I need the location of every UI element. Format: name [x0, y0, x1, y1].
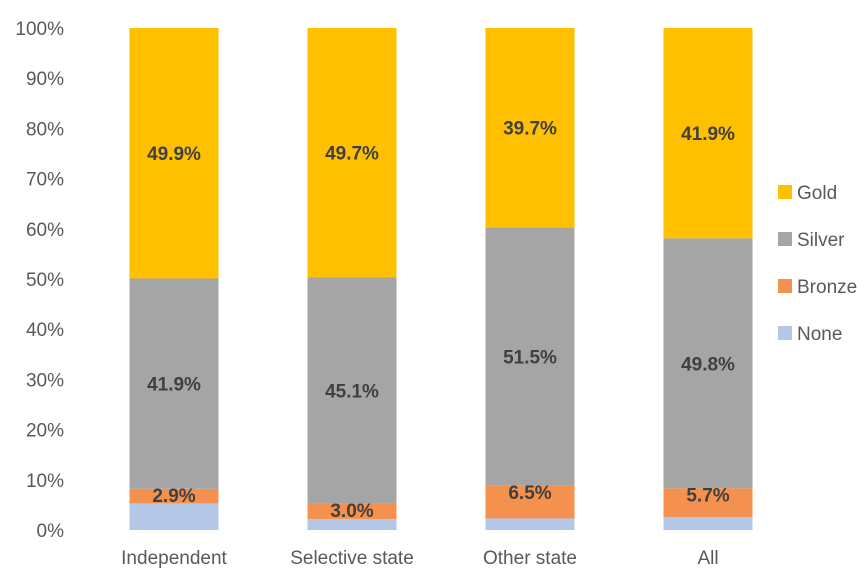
y-tick-label: 30% [26, 370, 64, 391]
bar-segment-silver [307, 277, 397, 504]
legend: Gold Silver Bronze None [778, 183, 857, 345]
y-tick-label: 50% [26, 270, 64, 291]
y-tick-label: 40% [26, 320, 64, 341]
data-label-silver: 45.1% [325, 382, 379, 403]
data-label-silver: 49.8% [681, 354, 735, 375]
x-axis: Independent Selective state Other state All [121, 548, 718, 569]
data-label-gold: 39.7% [503, 119, 557, 140]
bar-segment-gold [129, 28, 219, 279]
x-category-label: Selective state [290, 548, 414, 569]
bar-segment-gold [485, 28, 575, 228]
y-tick-label: 0% [37, 521, 65, 542]
legend-swatch-silver [778, 232, 792, 246]
bar-segment-none [129, 503, 219, 530]
y-axis: 0% 10% 20% 30% 40% 50% 60% 70% 80% 90% 100% [15, 19, 64, 542]
data-label-gold: 49.9% [147, 144, 201, 165]
data-label-silver: 51.5% [503, 348, 557, 369]
y-tick-label: 60% [26, 220, 64, 241]
bar-segment-bronze [129, 488, 219, 504]
bar-segment-none [307, 518, 397, 530]
bar-segment-silver [129, 278, 219, 489]
data-label-gold: 41.9% [681, 124, 735, 145]
bar-segment-bronze [307, 503, 397, 519]
legend-label-silver: Silver [797, 230, 845, 251]
legend-label-gold: Gold [797, 183, 837, 204]
bar-segment-silver [663, 238, 753, 489]
x-category-label: Independent [121, 548, 227, 569]
legend-label-none: None [797, 324, 842, 345]
bar-segment-bronze [485, 485, 575, 519]
data-label-bronze: 3.0% [330, 501, 373, 522]
y-tick-label: 10% [26, 471, 64, 492]
legend-label-bronze: Bronze [797, 277, 857, 298]
data-label-silver: 41.9% [147, 375, 201, 396]
bar-segment-gold [307, 28, 397, 278]
bar-segment-gold [663, 28, 753, 239]
x-category-label: Other state [483, 548, 577, 569]
data-label-bronze: 2.9% [152, 486, 195, 507]
legend-swatch-bronze [778, 279, 792, 293]
bar-segment-none [663, 516, 753, 530]
y-tick-label: 20% [26, 421, 64, 442]
data-labels: 2.9% 41.9% 49.9% 3.0% 45.1% 49.7% 6.5% 51.5% 39.… [147, 119, 735, 522]
legend-swatch-gold [778, 185, 792, 199]
data-label-bronze: 6.5% [508, 483, 551, 504]
legend-swatch-none [778, 326, 792, 340]
bar-segment-bronze [663, 488, 753, 517]
bar-segment-none [485, 518, 575, 530]
y-tick-label: 90% [26, 69, 64, 90]
data-label-gold: 49.7% [325, 144, 379, 165]
y-tick-label: 100% [15, 19, 64, 40]
y-tick-label: 70% [26, 170, 64, 191]
x-category-label: All [697, 548, 718, 569]
bars [129, 28, 753, 530]
y-tick-label: 80% [26, 119, 64, 140]
bar-segment-silver [485, 227, 575, 486]
data-label-bronze: 5.7% [686, 485, 729, 506]
